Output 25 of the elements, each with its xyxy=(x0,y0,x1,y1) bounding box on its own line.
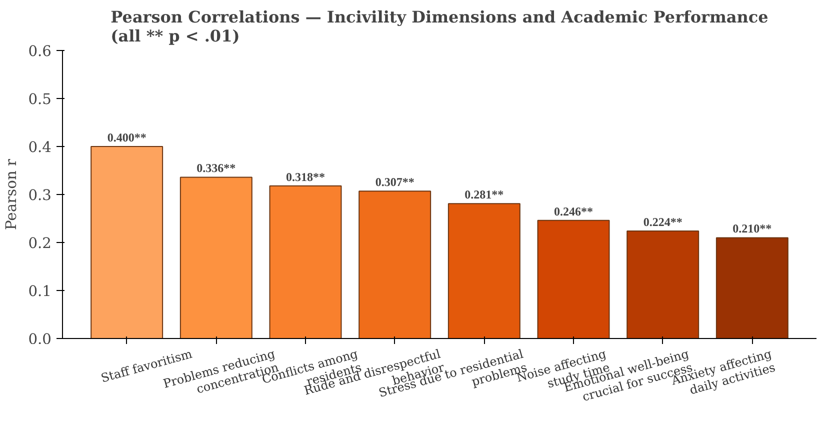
bar xyxy=(716,237,788,338)
chart-title: Pearson Correlations — Incivility Dimensions and Academic Performance (all ** p < .01) xyxy=(110,8,768,46)
y-tick-label: 0.1 xyxy=(28,283,52,300)
y-tick-label: 0.0 xyxy=(28,331,52,348)
data-label: 0.318** xyxy=(286,170,325,184)
bar xyxy=(448,203,520,338)
bar xyxy=(626,230,700,338)
data-label: 0.307** xyxy=(375,175,414,190)
y-axis-title: Pearson r xyxy=(3,158,20,230)
bar xyxy=(269,185,342,338)
y-tick-label: 0.6 xyxy=(28,43,52,60)
y-tick-label: 0.5 xyxy=(28,91,52,108)
bar xyxy=(180,176,252,338)
y-tick-label: 0.2 xyxy=(28,235,52,252)
data-label: 0.336** xyxy=(196,161,236,176)
y-tick-label: 0.4 xyxy=(28,139,52,156)
data-label: 0.210** xyxy=(732,222,772,236)
data-label: 0.224** xyxy=(643,214,682,229)
data-label: 0.246** xyxy=(554,204,594,218)
data-label: 0.400** xyxy=(107,130,146,144)
bar xyxy=(537,220,610,338)
bar xyxy=(358,190,432,338)
bar xyxy=(90,146,164,338)
data-label: 0.281** xyxy=(464,188,504,202)
y-tick-label: 0.3 xyxy=(28,187,52,204)
